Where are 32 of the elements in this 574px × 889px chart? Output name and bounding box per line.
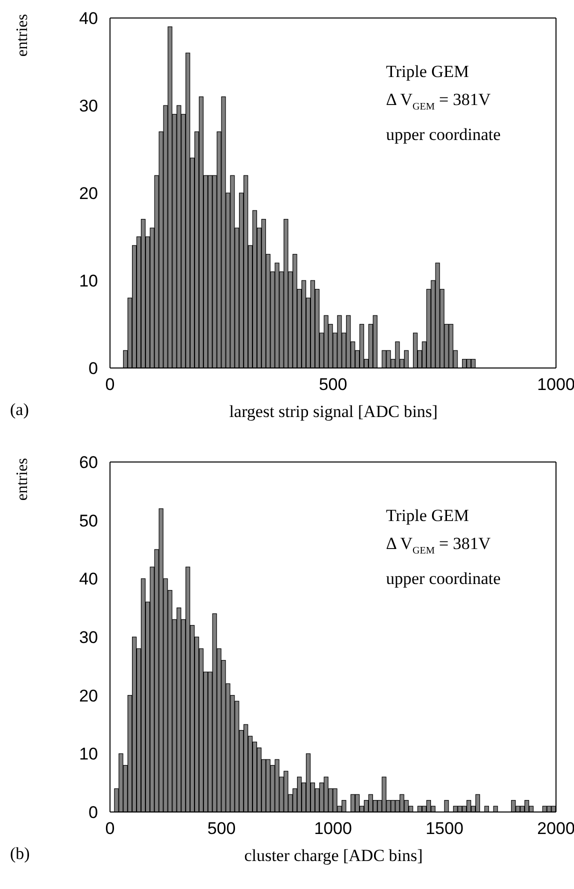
annotation: upper coordinate [386, 568, 501, 590]
x-tick-label: 0 [105, 375, 115, 394]
y-tick-label: 50 [79, 511, 98, 530]
annotation: Δ V$_{GEM}$ = 381V [386, 89, 492, 114]
y-tick-label: 10 [79, 272, 98, 291]
y-tick-label: 60 [79, 453, 98, 472]
x-axis-title: largest strip signal [ADC bins] [228, 402, 439, 422]
y-tick-label: 20 [79, 184, 98, 204]
y-tick-label: 10 [79, 744, 98, 764]
y-tick-label: 30 [79, 628, 98, 648]
y-tick-label: 40 [79, 9, 98, 28]
y-tick-label: 0 [88, 803, 98, 822]
y-axis-title: entries [14, 14, 32, 57]
x-tick-label: 500 [318, 375, 348, 394]
x-tick-label: 0 [105, 819, 115, 838]
x-tick-label: 1000 [537, 375, 574, 394]
text: (a) [10, 400, 29, 420]
y-tick-label: 40 [79, 570, 98, 589]
x-tick-label: 1500 [426, 819, 464, 838]
text: (b) [10, 844, 30, 864]
x-tick-label: 2000 [537, 819, 574, 838]
y-tick-label: 20 [79, 686, 98, 706]
x-axis-title: cluster charge [ADC bins] [243, 846, 424, 866]
annotation: Triple GEM [386, 505, 470, 527]
annotation: Δ V$_{GEM}$ = 381V [386, 533, 492, 558]
y-tick-label: 0 [88, 359, 98, 378]
y-tick-label: 30 [79, 96, 98, 116]
x-tick-label: 1000 [314, 819, 352, 838]
annotation: upper coordinate [386, 124, 501, 146]
annotation: Triple GEM [386, 61, 470, 83]
y-axis-title: entries [14, 458, 32, 501]
x-tick-label: 500 [207, 819, 236, 838]
